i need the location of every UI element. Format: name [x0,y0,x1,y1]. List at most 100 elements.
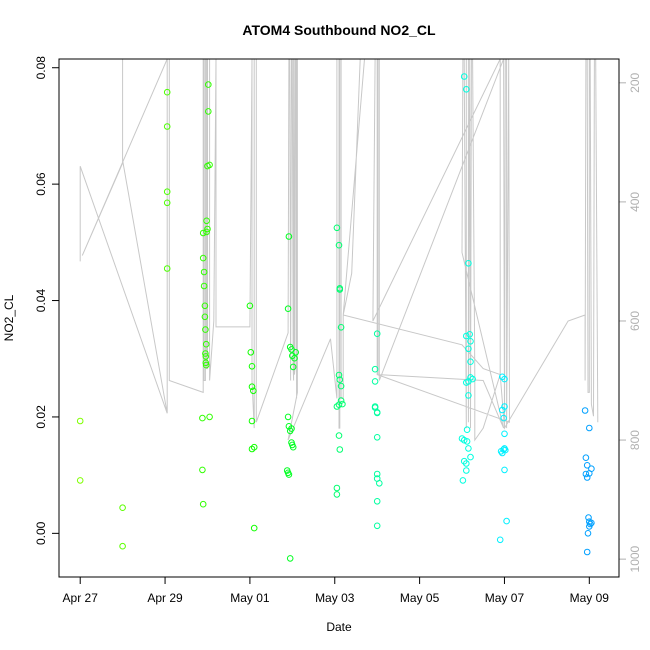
data-point [205,81,212,88]
data-point [333,224,341,232]
plot-frame [58,58,620,578]
data-point [202,326,209,333]
data-point [163,188,171,195]
data-point [373,522,381,530]
data-point [588,465,595,473]
data-point [206,413,213,421]
data-point [163,88,171,96]
grey-series-line [79,59,599,442]
data-point [76,477,84,484]
x-tick-label: Apr 27 [63,591,99,605]
y-tick-label: 0.02 [34,405,48,429]
data-point [582,470,590,478]
data-point [466,331,474,338]
data-point [76,417,84,425]
data-point [285,233,293,240]
data-point [335,401,343,409]
data-point [459,477,467,484]
data-point [199,500,207,508]
data-point [463,379,470,386]
data-point [202,361,210,369]
y-tick-label: 0.06 [34,172,48,196]
data-point [584,530,592,537]
y-tick-label: 0.08 [34,56,48,80]
data-point [336,286,344,293]
data-point [463,426,471,434]
data-point [496,536,504,544]
data-point [199,254,207,262]
y2-tick-label: 800 [628,430,642,450]
data-point [336,446,344,453]
data-point [250,524,258,532]
data-point [503,517,510,525]
data-point [201,313,209,321]
data-point [202,359,210,367]
x-tick-label: May 09 [570,591,610,605]
data-point [333,403,341,410]
data-point [501,375,508,383]
data-point [289,443,297,451]
data-point [199,229,207,237]
data-point [250,443,258,451]
data-point [200,268,208,276]
x-tick-label: May 03 [315,591,355,605]
data-point [371,378,379,385]
y-tick-label: 0.04 [34,289,48,313]
data-point [291,354,298,362]
x-tick-label: May 05 [400,591,440,605]
data-point [284,305,292,313]
data-point [582,454,590,462]
data-point [586,424,593,432]
data-point [467,338,474,345]
data-point [248,363,256,370]
data-point [205,108,212,115]
data-point [337,324,345,331]
y2-tick-label: 400 [628,192,642,212]
data-point [376,480,383,487]
data-point [203,217,210,225]
data-point [465,445,472,452]
data-point [339,400,346,408]
data-point [163,265,171,272]
data-point [203,228,210,236]
data-point [247,349,255,356]
data-point [465,345,472,353]
data-point [463,86,470,93]
axes-layer: Apr 27 Apr 29 May 01 May 03 May 05 May 07 May … [34,56,642,605]
data-point [465,392,472,399]
data-point [460,73,468,80]
y2-tick-label: 200 [628,72,642,92]
data-point [499,449,506,457]
data-point [467,374,474,381]
data-point [501,466,508,474]
data-point [585,514,592,521]
data-point [335,371,343,379]
data-point [336,376,344,384]
x-tick-label: May 07 [485,591,525,605]
data-point [285,471,293,478]
data-point [288,425,295,432]
data-point [373,330,381,338]
data-point [248,383,256,391]
data-point [465,260,472,267]
data-point [467,453,474,461]
data-point [286,555,294,562]
data-point [250,387,257,395]
y2-tick-label: 600 [628,311,642,331]
data-point [501,403,508,410]
x-tick-label: May 01 [230,591,270,605]
data-point [335,432,343,439]
data-point [204,225,211,233]
data-point [373,409,381,416]
y-tick-label: 0.00 [34,521,48,545]
data-point [206,161,213,169]
data-point [583,548,591,556]
data-point [199,466,206,474]
data-point [463,460,470,467]
data-point [499,406,506,414]
y2-tick-label: 1000 [628,545,642,572]
data-point [463,467,470,474]
data-point [460,436,468,444]
data-point [335,241,343,249]
data-point [119,542,126,550]
